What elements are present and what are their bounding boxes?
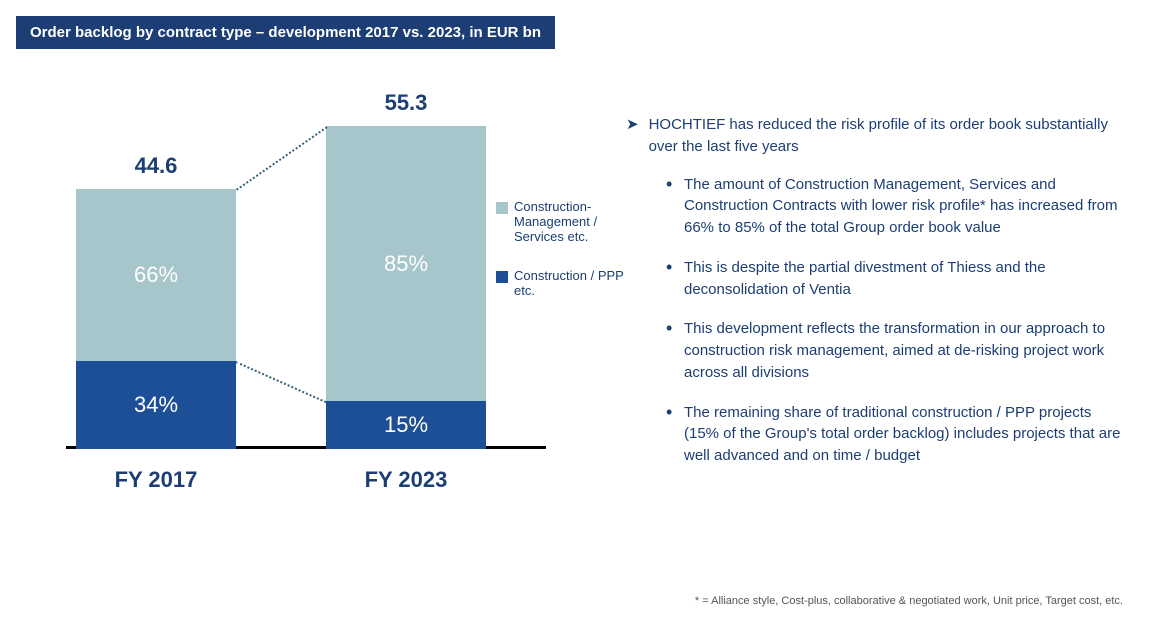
arrow-icon: ➤ [626,114,639,158]
bar-segment-fy2023-bottom: 15% [326,401,486,449]
main-content: 66% 34% 44.6 FY 2017 85% 15% 55.3 FY 2023 Const… [16,59,1137,539]
text-panel: ➤ HOCHTIEF has reduced the risk profile … [626,59,1126,539]
legend-label: Construction-Management / Services etc. [514,199,646,244]
main-bullet: ➤ HOCHTIEF has reduced the risk profile … [626,114,1126,158]
bar-total-fy2017: 44.6 [76,153,236,179]
main-bullet-text: HOCHTIEF has reduced the risk profile of… [649,114,1126,158]
bar-total-fy2023: 55.3 [326,90,486,116]
footnote: * = Alliance style, Cost-plus, collabora… [695,595,1123,607]
bar-segment-fy2017-top: 66% [76,189,236,361]
legend-label: Construction / PPP etc. [514,268,646,298]
chart-area: 66%34%44.6FY 201785%15%55.3FY 2023 [46,99,546,449]
x-label-fy2023: FY 2023 [306,467,506,493]
connector-line [236,126,327,190]
legend-swatch [496,202,508,214]
connector-line [235,361,326,403]
segment-pct-label: 85% [384,251,428,277]
chart-legend: Construction-Management / Services etc. C… [496,199,646,322]
segment-pct-label: 15% [384,412,428,438]
legend-item: Construction / PPP etc. [496,268,646,298]
legend-swatch [496,271,508,283]
segment-pct-label: 34% [134,392,178,418]
x-label-fy2017: FY 2017 [56,467,256,493]
chart-panel: 66%34%44.6FY 201785%15%55.3FY 2023 Const… [16,59,596,539]
bar-segment-fy2017-bottom: 34% [76,361,236,449]
bar-fy2017: 66% 34% [76,189,236,449]
bar-segment-fy2023-top: 85% [326,126,486,400]
slide-title: Order backlog by contract type – develop… [16,16,555,49]
segment-pct-label: 66% [134,262,178,288]
sub-bullet: This is despite the partial divestment o… [666,257,1126,301]
sub-bullet: This development reflects the transforma… [666,318,1126,383]
sub-bullet: The remaining share of traditional const… [666,402,1126,467]
bar-fy2023: 85% 15% [326,126,486,449]
sub-bullet: The amount of Construction Management, S… [666,174,1126,239]
legend-item: Construction-Management / Services etc. [496,199,646,244]
sub-bullet-list: The amount of Construction Management, S… [626,174,1126,467]
